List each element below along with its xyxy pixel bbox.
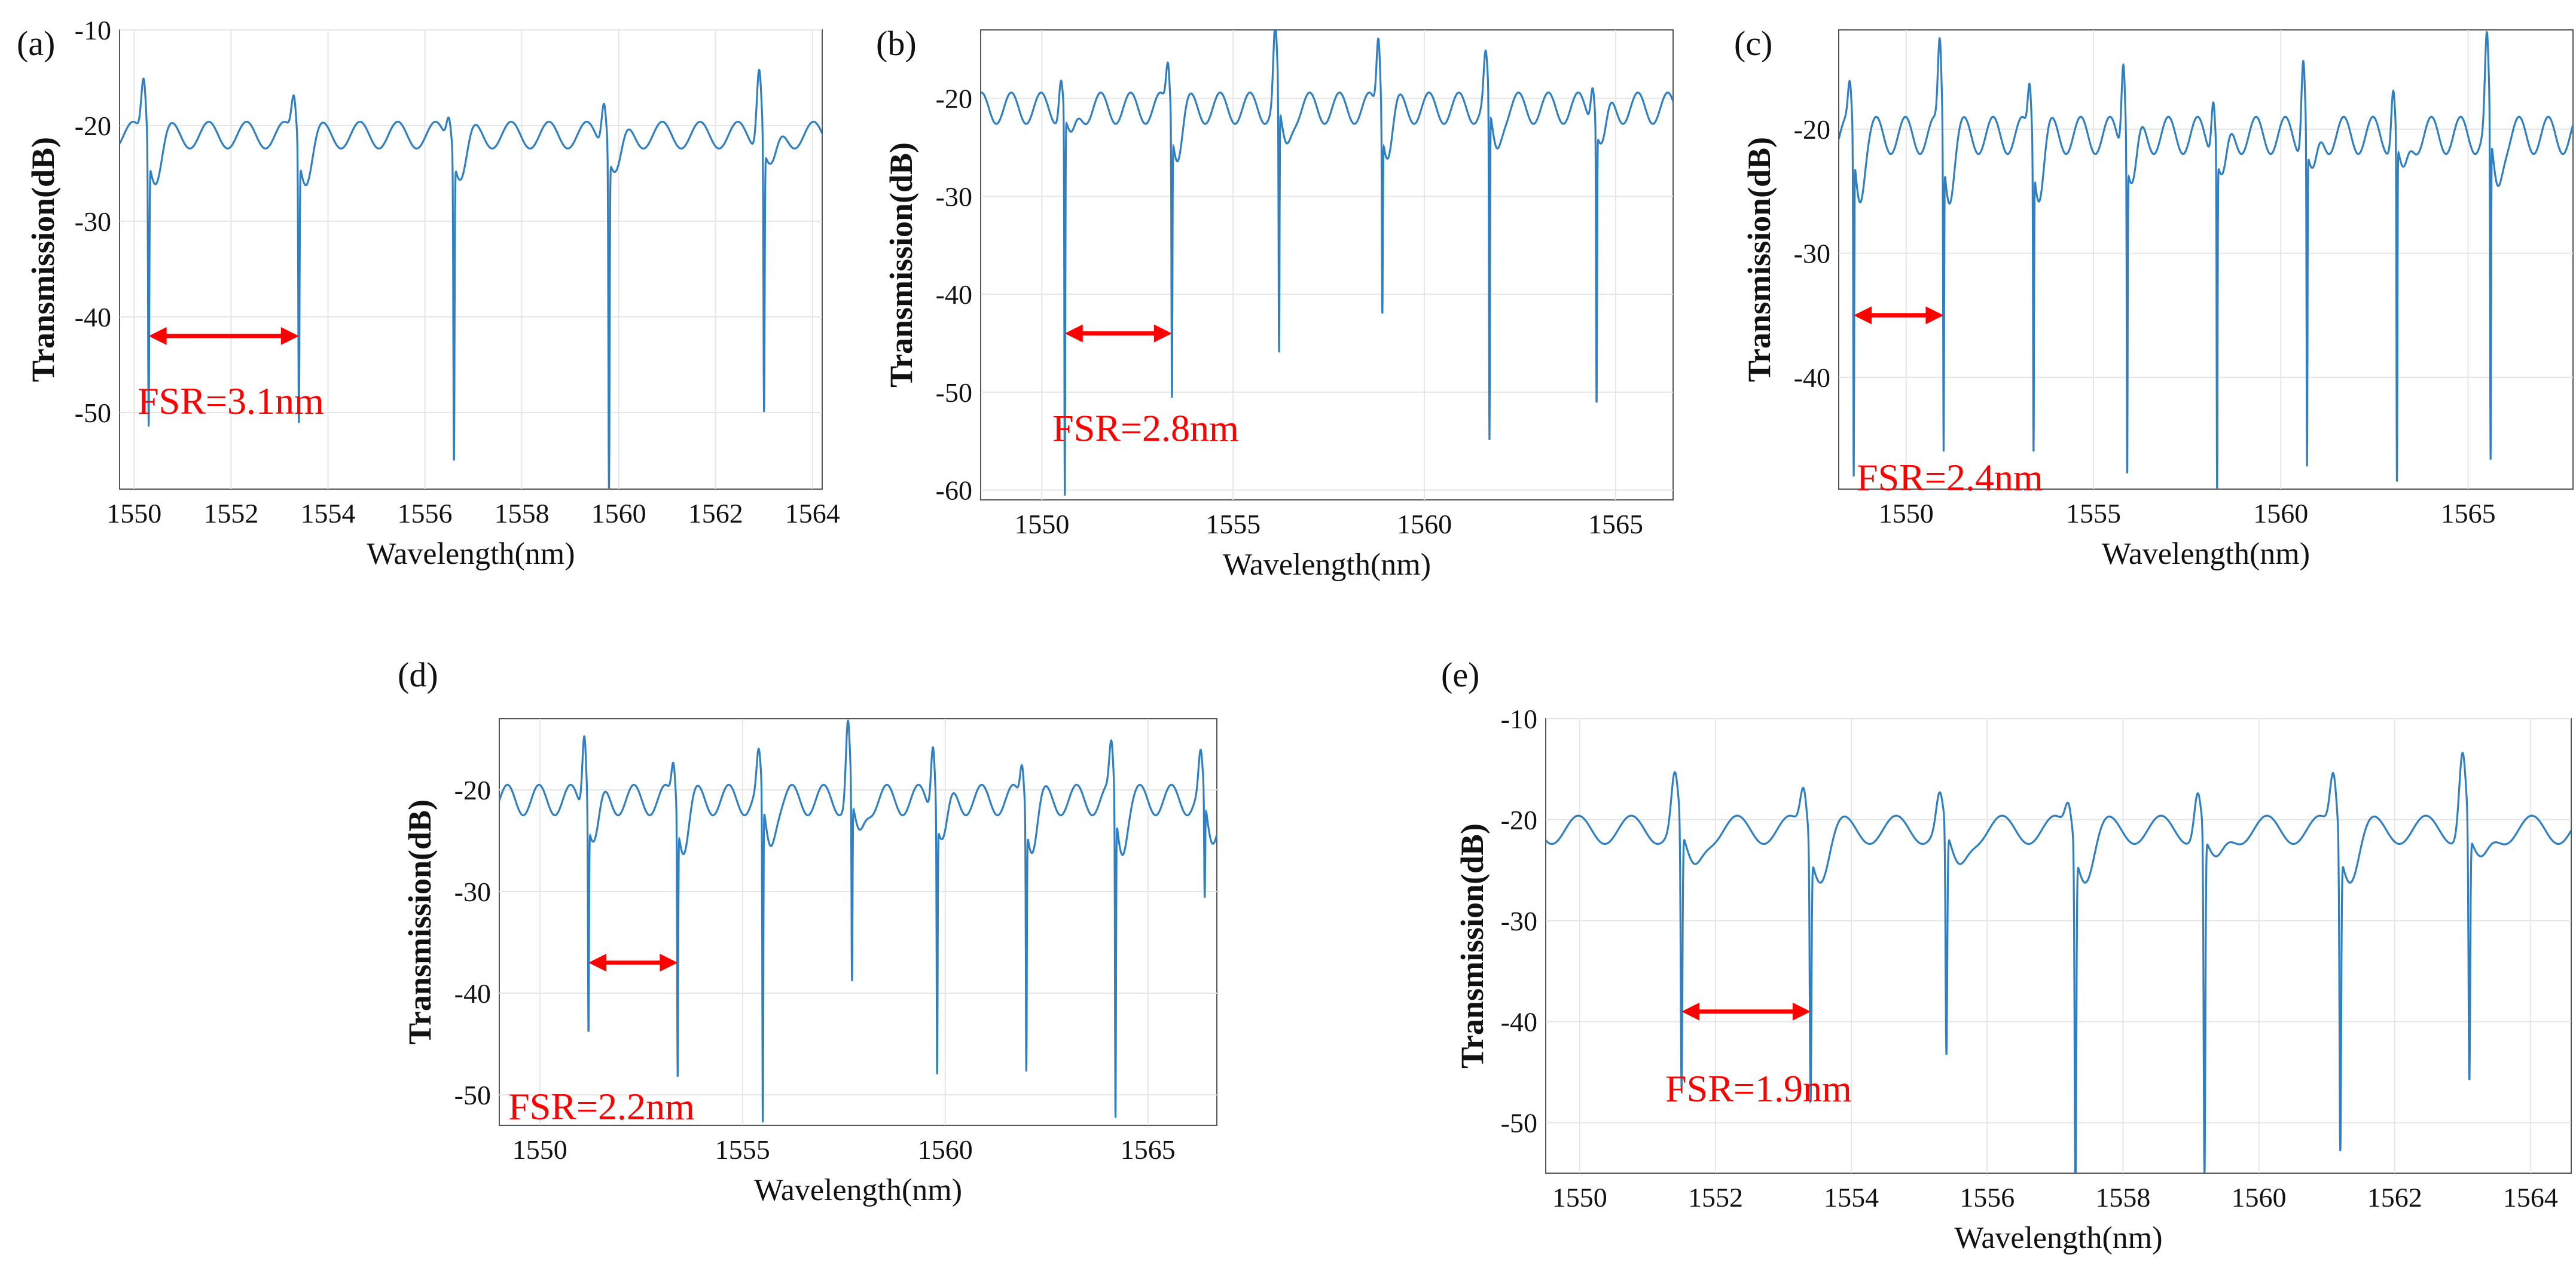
x-tick-label: 1565	[1588, 509, 1643, 539]
panel-e: (e) 1550 1552 1554 1556 1558 1560 1562 1564 -10 -2…	[1441, 655, 2572, 1255]
y-tick-label: -50	[1501, 1108, 1537, 1138]
panel-label: (c)	[1734, 24, 1772, 63]
transmission-series	[499, 719, 1217, 1123]
fsr-arrowhead-right	[1925, 306, 1944, 325]
y-tick-label: -40	[1501, 1007, 1537, 1037]
panel-a: (a) 1550 1552 1554 1556 1558 1560 1562 1564 -10 -2…	[17, 15, 840, 571]
y-axis-title: Transmission(dB)	[25, 137, 61, 382]
x-axis-title: Wavelength(nm)	[754, 1173, 962, 1207]
fsr-label: FSR=2.4nm	[1857, 456, 2043, 499]
panel-label: (e)	[1441, 655, 1479, 694]
y-tick-label: -40	[454, 978, 491, 1009]
axes-frame	[499, 718, 1217, 1126]
y-axis-title: Transmission(dB)	[1741, 137, 1777, 382]
y-tick-label: -40	[1794, 362, 1830, 393]
fsr-arrowhead-left	[588, 954, 607, 972]
x-tick-label: 1558	[2095, 1182, 2150, 1213]
fsr-label: FSR=3.1nm	[138, 380, 324, 422]
x-tick-label: 1556	[398, 498, 453, 529]
y-tick-label: -40	[75, 302, 111, 332]
y-tick-label: -60	[936, 475, 972, 506]
y-tick-label: -20	[1794, 114, 1830, 145]
x-tick-label: 1558	[495, 498, 550, 529]
panel-label: (d)	[398, 655, 438, 694]
x-tick-label: 1562	[2367, 1182, 2422, 1213]
x-tick-label: 1554	[1824, 1182, 1879, 1213]
fsr-arrowhead-left	[1064, 324, 1083, 343]
panel-c: (c) 1550 1555 1560 1565 -20 -30 -40 Wavelength(n…	[1734, 24, 2574, 571]
y-tick-label: -30	[454, 877, 491, 907]
x-tick-label: 1560	[1397, 509, 1452, 539]
x-tick-label: 1565	[2441, 498, 2496, 529]
x-tick-label: 1552	[203, 498, 258, 529]
y-axis-title: Transmission(dB)	[883, 142, 919, 387]
x-tick-label: 1560	[2253, 498, 2308, 529]
x-tick-label: 1565	[1121, 1134, 1176, 1165]
x-tick-label: 1564	[785, 498, 840, 529]
x-tick-label: 1560	[918, 1134, 973, 1165]
x-tick-label: 1555	[1205, 509, 1260, 539]
y-axis-title: Transmission(dB)	[402, 799, 438, 1045]
panel-label: (b)	[876, 24, 917, 63]
fsr-arrowhead-right	[280, 327, 299, 345]
x-tick-label: 1550	[1879, 498, 1934, 529]
x-tick-label: 1550	[1014, 509, 1069, 539]
y-axis-title: Transmission(dB)	[1454, 823, 1490, 1069]
y-tick-label: -30	[1794, 239, 1830, 269]
fsr-arrowhead-left	[148, 327, 167, 345]
y-tick-label: -40	[936, 279, 972, 310]
x-tick-label: 1554	[300, 498, 355, 529]
y-tick-label: -20	[1501, 805, 1537, 835]
y-tick-label: -30	[936, 181, 972, 212]
x-tick-label: 1562	[688, 498, 743, 529]
fsr-label: FSR=2.2nm	[508, 1085, 695, 1128]
x-tick-label: 1550	[106, 498, 161, 529]
x-tick-label: 1560	[591, 498, 646, 529]
panel-d: (d) 1550 1555 1560 1565 -20 -30 -40 -50 Wavelengt…	[398, 655, 1217, 1207]
y-tick-label: -30	[75, 206, 111, 237]
x-tick-label: 1564	[2503, 1182, 2558, 1213]
panel-label: (a)	[17, 24, 55, 63]
transmission-series	[1839, 30, 2573, 489]
axes-frame	[1545, 718, 2572, 1174]
x-tick-label: 1550	[512, 1134, 567, 1165]
fsr-label: FSR=1.9nm	[1665, 1067, 1852, 1110]
y-tick-label: -30	[1501, 906, 1537, 936]
axes-frame	[980, 29, 1674, 500]
y-tick-label: -10	[1501, 704, 1537, 734]
transmission-series	[120, 69, 822, 489]
fsr-arrowhead-right	[1153, 324, 1172, 343]
fsr-arrowhead-right	[1792, 1002, 1811, 1021]
x-tick-label: 1552	[1688, 1182, 1743, 1213]
y-tick-label: -20	[454, 775, 491, 805]
fsr-arrowhead-right	[660, 954, 678, 972]
x-axis-title: Wavelength(nm)	[1223, 548, 1431, 582]
x-axis-title: Wavelength(nm)	[367, 537, 575, 571]
x-axis-title: Wavelength(nm)	[2102, 537, 2310, 571]
y-tick-label: -50	[75, 398, 111, 428]
y-tick-label: -20	[75, 111, 111, 141]
x-tick-label: 1555	[715, 1134, 770, 1165]
fsr-label: FSR=2.8nm	[1052, 407, 1239, 450]
y-tick-label: -50	[936, 377, 972, 408]
x-axis-title: Wavelength(nm)	[1954, 1221, 2162, 1255]
y-tick-label: -10	[75, 15, 111, 45]
panel-b: (b) 1550 1555 1560 1565 -20 -30 -40 -50 -60 Wavele…	[876, 24, 1674, 582]
axes-frame	[1838, 29, 2574, 490]
x-tick-label: 1550	[1552, 1182, 1607, 1213]
fsr-arrowhead-left	[1854, 306, 1872, 325]
x-tick-label: 1560	[2232, 1182, 2287, 1213]
y-tick-label: -50	[454, 1080, 491, 1110]
transmission-series	[981, 30, 1673, 496]
transmission-series	[1546, 752, 2571, 1173]
x-tick-label: 1556	[1960, 1182, 2015, 1213]
fsr-arrowhead-left	[1681, 1002, 1700, 1021]
y-tick-label: -20	[936, 84, 972, 114]
x-tick-label: 1555	[2066, 498, 2121, 529]
